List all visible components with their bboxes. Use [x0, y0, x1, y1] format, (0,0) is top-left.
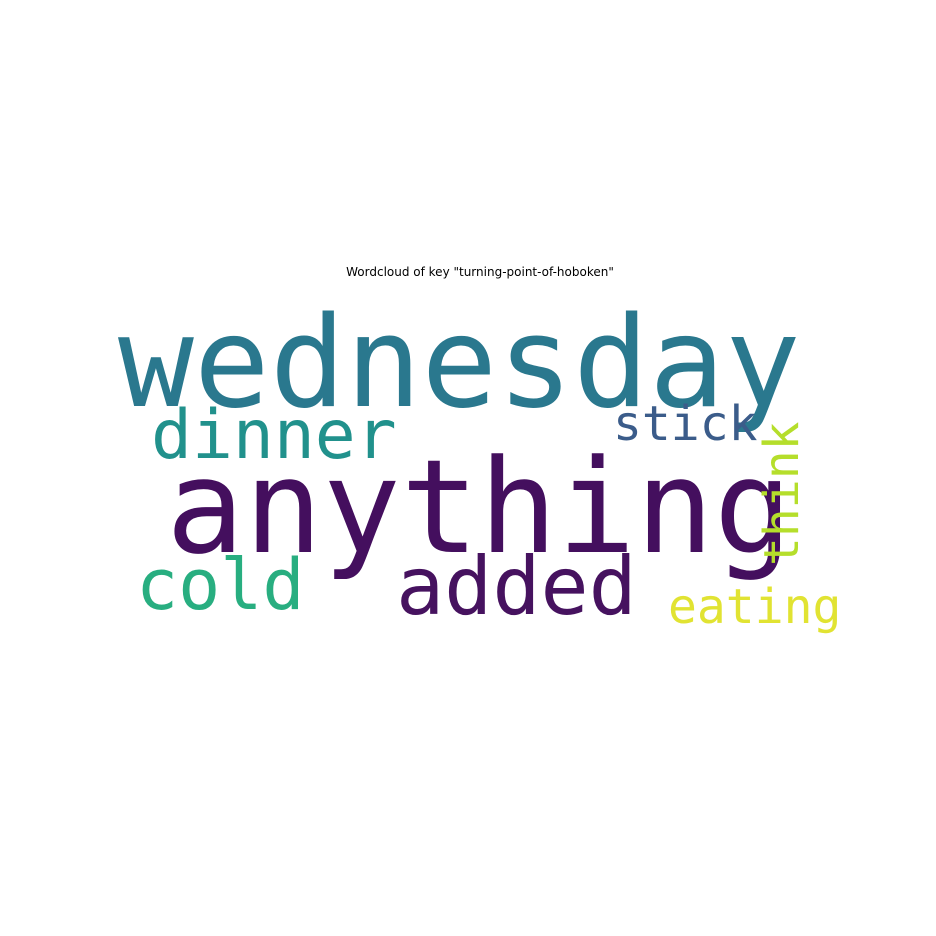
word-added: added [396, 540, 637, 633]
word-dinner: dinner [151, 396, 397, 475]
wordcloud: wednesday dinner stick anything cold add… [118, 289, 842, 650]
word-stick: stick [613, 396, 758, 452]
word-wednesday: wednesday [118, 289, 801, 436]
word-anything: anything [166, 431, 793, 583]
word-think: think [754, 421, 810, 567]
wordcloud-title: Wordcloud of key "turning-point-of-hobok… [346, 265, 614, 279]
word-eating: eating [668, 579, 842, 635]
word-cold: cold [136, 544, 305, 626]
